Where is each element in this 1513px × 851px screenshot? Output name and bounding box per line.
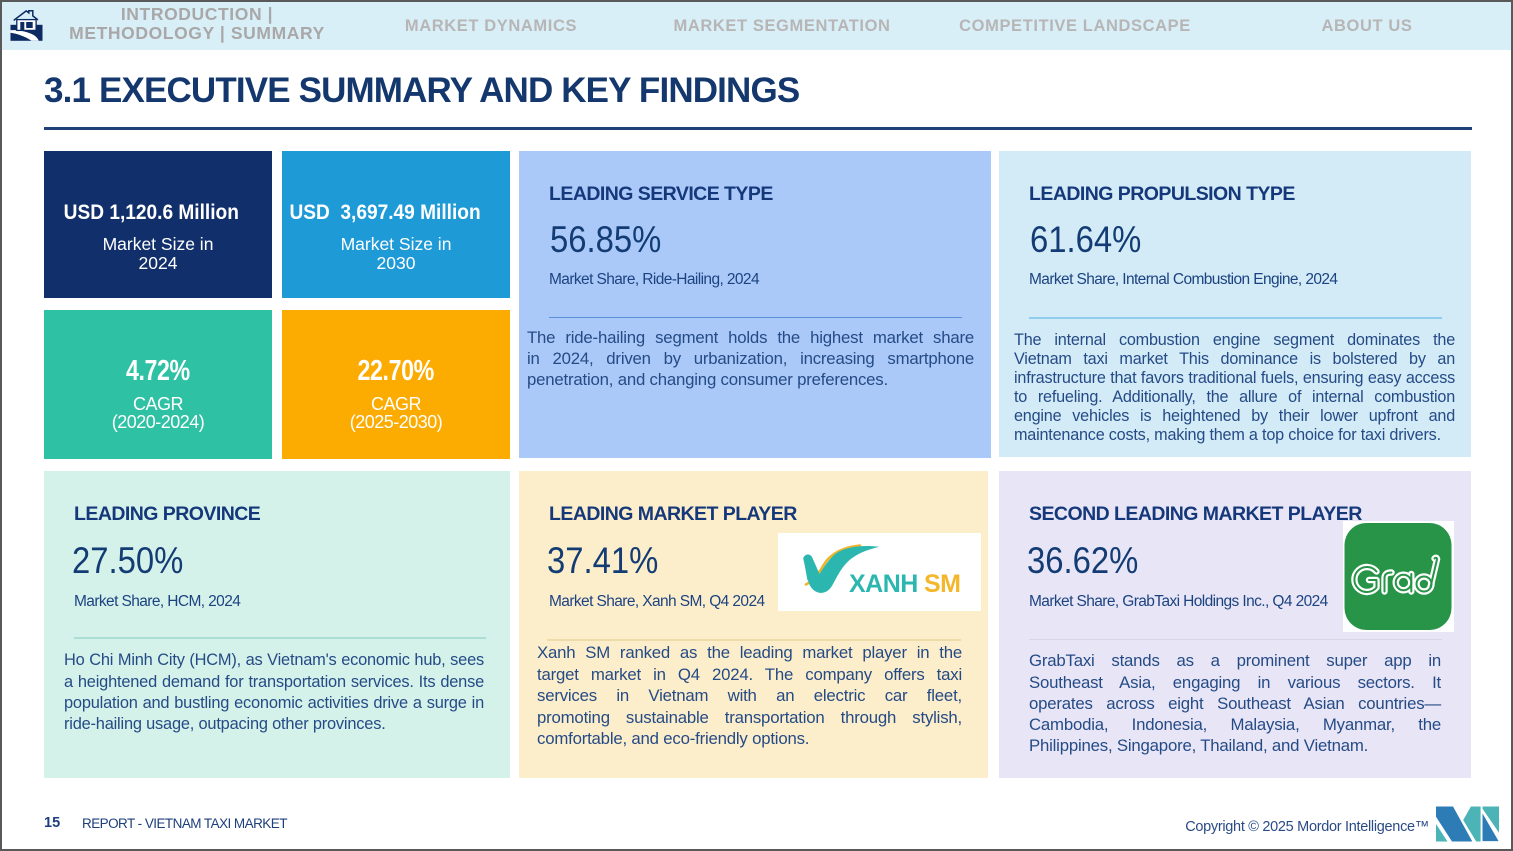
svg-text:SM: SM (924, 570, 961, 598)
svg-text:XANH: XANH (849, 570, 918, 598)
